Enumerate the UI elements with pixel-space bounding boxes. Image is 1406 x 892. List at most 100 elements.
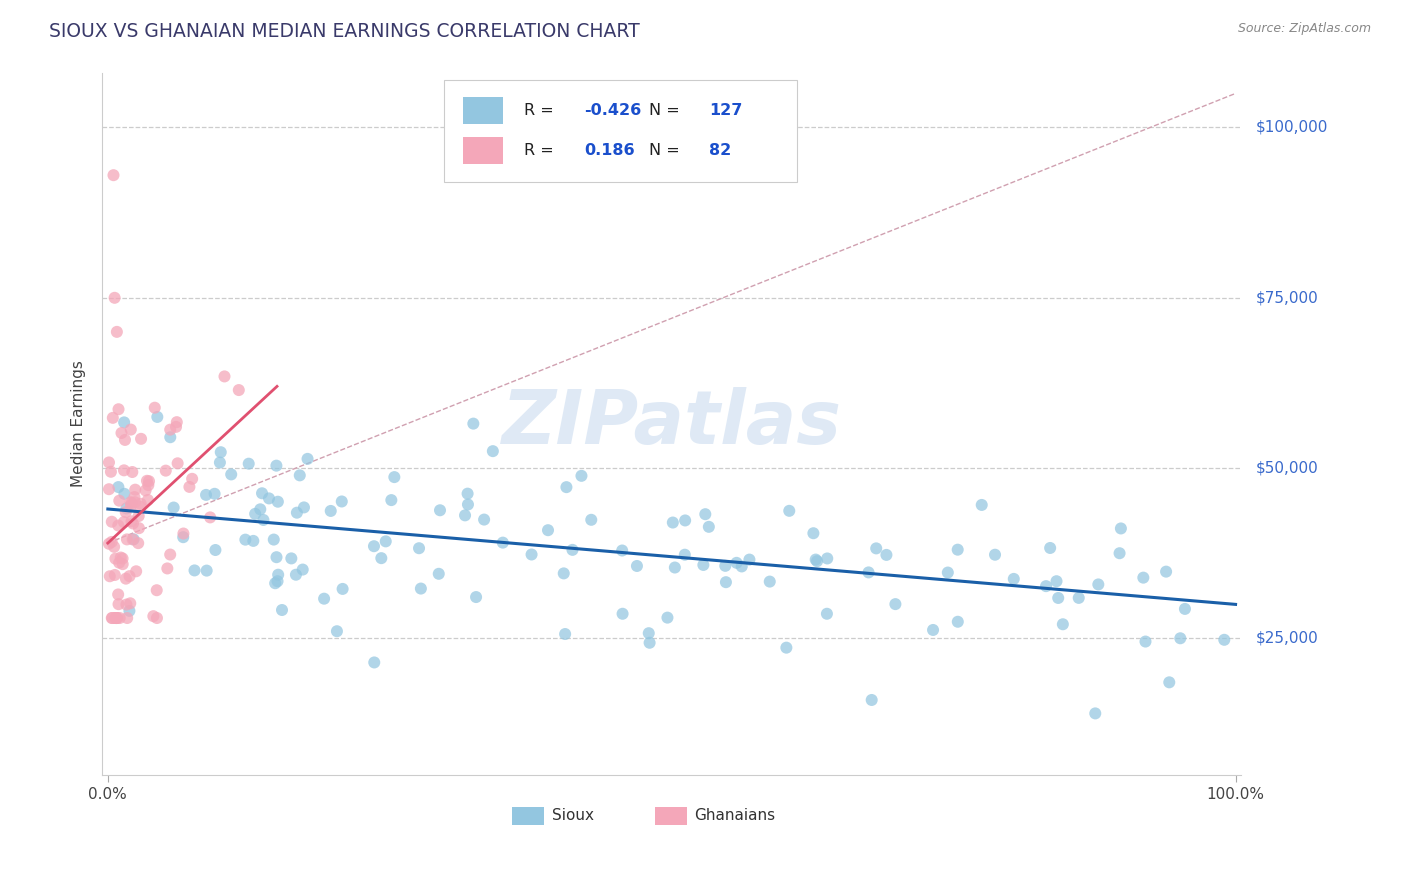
Point [673, 548, 696, 562]
Point [1087, 577, 1109, 591]
Point [156, 561, 179, 575]
Point [115, 501, 138, 516]
Text: N =: N = [650, 143, 685, 158]
Point [1039, 541, 1062, 555]
Point [581, 513, 603, 527]
Point [129, 500, 152, 514]
Point [110, 425, 132, 440]
Point [725, 556, 748, 570]
Point [198, 510, 221, 524]
Point [122, 533, 145, 547]
FancyBboxPatch shape [512, 807, 544, 824]
Point [778, 504, 800, 518]
Point [267, 567, 290, 582]
Text: Sioux: Sioux [553, 808, 595, 823]
Point [1135, 634, 1157, 648]
Point [673, 513, 696, 527]
Point [731, 559, 754, 574]
Point [127, 536, 149, 550]
Point [1154, 565, 1177, 579]
Text: SIOUX VS GHANAIAN MEDIAN EARNINGS CORRELATION CHART: SIOUX VS GHANAIAN MEDIAN EARNINGS CORREL… [49, 22, 640, 41]
Text: $25,000: $25,000 [1256, 631, 1319, 646]
Point [803, 526, 825, 541]
Point [319, 504, 342, 518]
Point [457, 486, 479, 500]
Point [118, 569, 141, 583]
Point [103, 168, 125, 182]
Point [104, 551, 127, 566]
Point [243, 507, 266, 521]
Point [108, 493, 131, 508]
Point [122, 516, 145, 531]
Point [946, 615, 969, 629]
Point [714, 558, 737, 573]
Point [146, 409, 169, 424]
Point [382, 470, 405, 484]
Point [105, 325, 128, 339]
Point [571, 468, 593, 483]
Point [482, 444, 505, 458]
Point [121, 514, 143, 528]
Point [427, 566, 450, 581]
Point [263, 533, 285, 547]
Point [714, 575, 737, 590]
Point [101, 410, 124, 425]
Point [208, 456, 231, 470]
Point [204, 543, 226, 558]
Point [179, 480, 201, 494]
Point [1084, 706, 1107, 721]
Point [1052, 617, 1074, 632]
Point [695, 507, 717, 521]
Point [135, 483, 157, 498]
Point [970, 498, 993, 512]
Point [110, 550, 132, 565]
Point [363, 656, 385, 670]
Point [266, 458, 288, 473]
Point [555, 480, 578, 494]
Point [250, 486, 273, 500]
Point [111, 557, 134, 571]
Point [121, 533, 143, 547]
Point [249, 502, 271, 516]
Point [181, 472, 204, 486]
Point [104, 291, 127, 305]
Point [125, 564, 148, 578]
FancyBboxPatch shape [655, 807, 686, 824]
Point [804, 552, 827, 566]
Point [136, 493, 159, 508]
Text: R =: R = [523, 143, 564, 158]
Point [553, 566, 575, 581]
Point [219, 467, 242, 482]
Point [159, 548, 181, 562]
Point [204, 487, 226, 501]
Point [638, 636, 661, 650]
Point [257, 491, 280, 506]
Point [121, 496, 143, 510]
Point [326, 624, 349, 639]
Point [228, 383, 250, 397]
Point [98, 455, 121, 469]
Point [115, 598, 138, 612]
Point [142, 609, 165, 624]
Point [98, 569, 121, 583]
Point [129, 497, 152, 511]
Point [267, 494, 290, 508]
Text: Source: ZipAtlas.com: Source: ZipAtlas.com [1237, 22, 1371, 36]
Point [1045, 574, 1067, 589]
Point [105, 611, 128, 625]
Point [457, 498, 479, 512]
Point [1168, 632, 1191, 646]
Point [101, 611, 124, 625]
Point [1109, 521, 1132, 535]
Point [108, 556, 131, 570]
Point [1159, 675, 1181, 690]
Point [664, 560, 686, 574]
Point [1108, 546, 1130, 560]
Point [280, 551, 302, 566]
Point [242, 533, 264, 548]
Point [806, 554, 828, 568]
Point [922, 623, 945, 637]
Point [195, 564, 218, 578]
Point [858, 566, 880, 580]
Point [114, 505, 136, 519]
